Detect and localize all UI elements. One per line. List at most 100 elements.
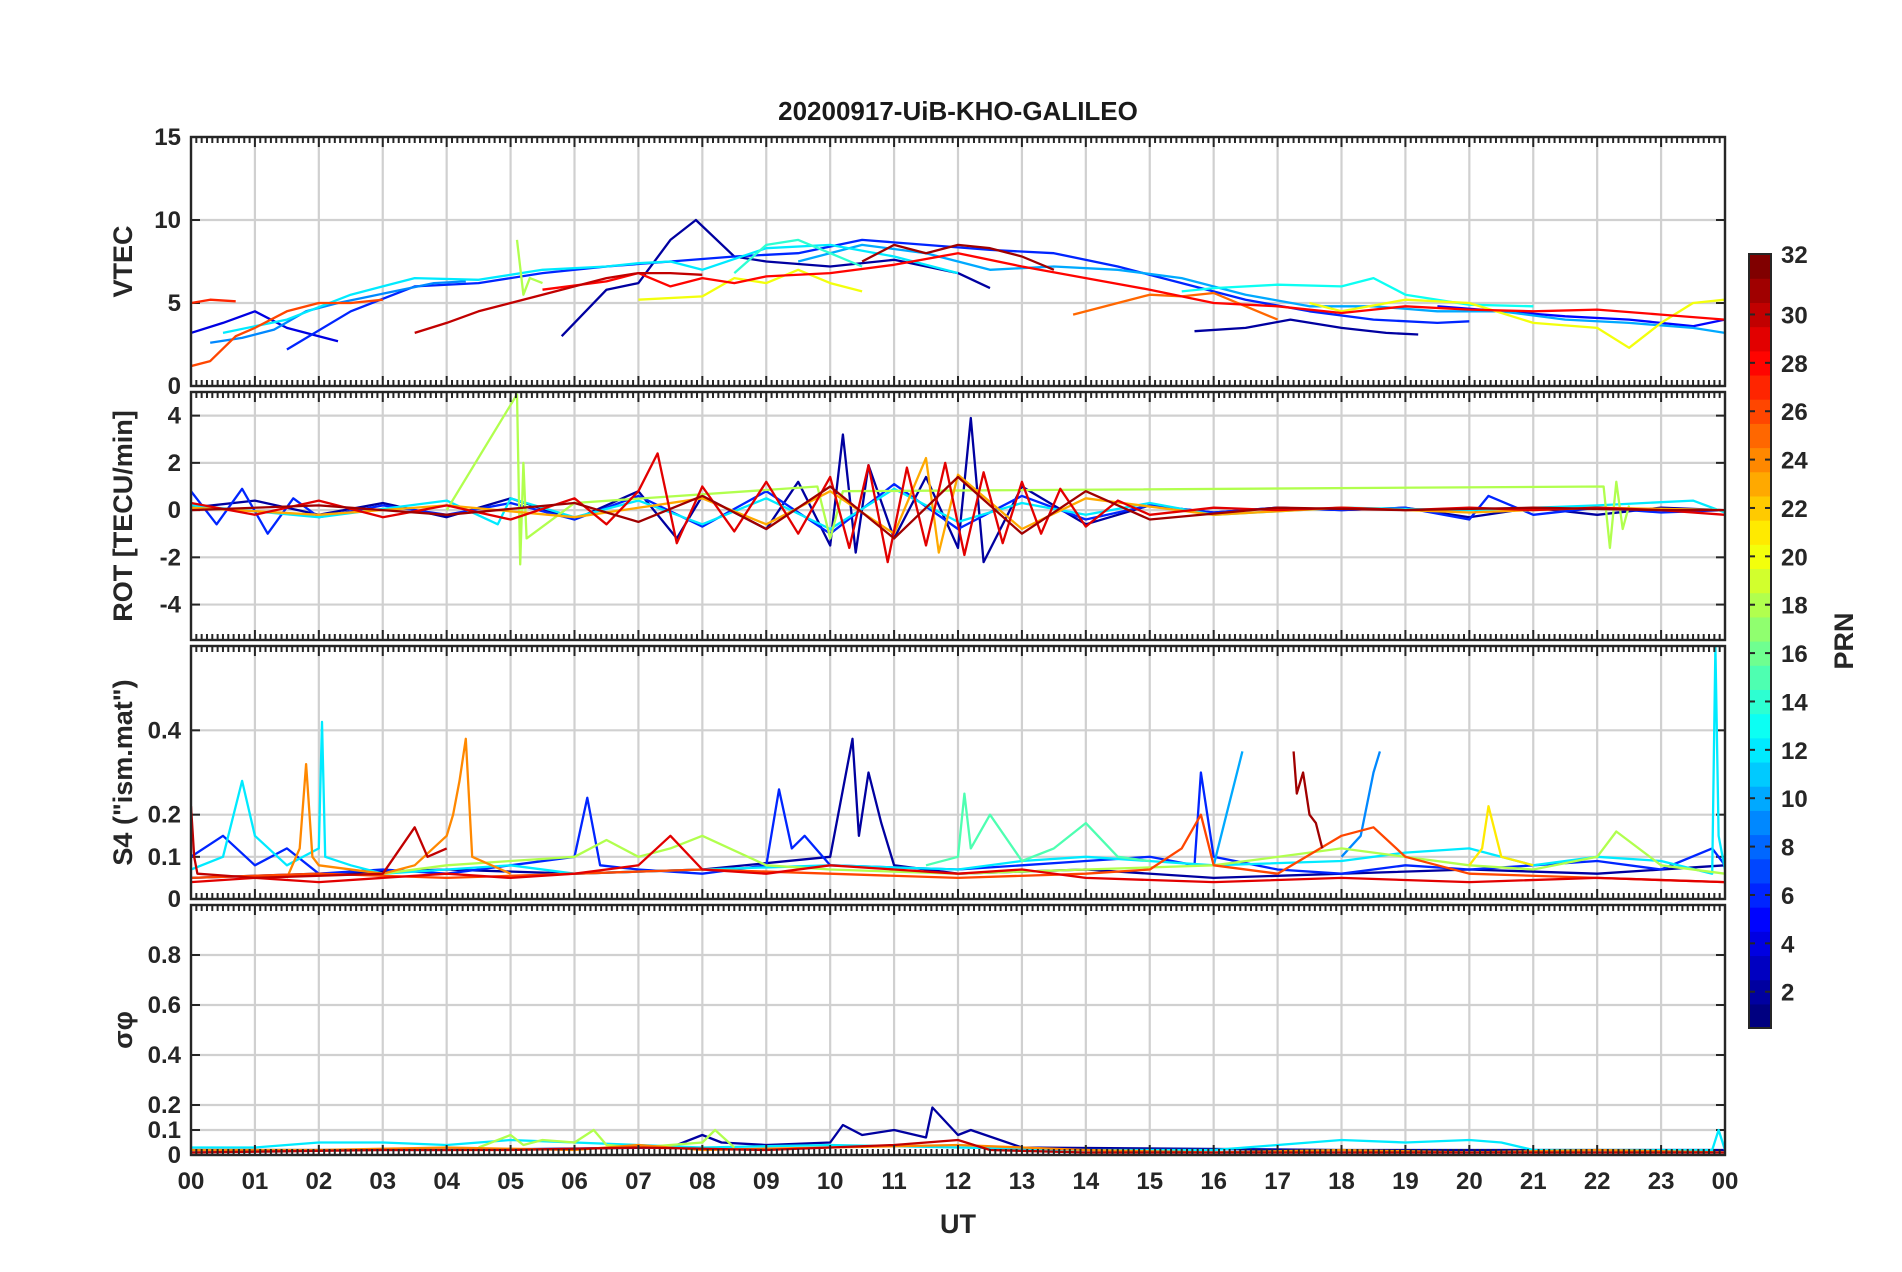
y-tick-label: 0.8 xyxy=(148,942,181,969)
y-tick-label: 0.4 xyxy=(148,717,182,744)
colorbar-swatch xyxy=(1749,713,1771,739)
x-tick-label: 00 xyxy=(1712,1168,1739,1195)
series-line-prn-6 xyxy=(286,238,1470,351)
x-tick-label: 20 xyxy=(1456,1168,1483,1195)
y-tick-label: 2 xyxy=(168,450,181,477)
colorbar-tick-label: 14 xyxy=(1781,689,1808,716)
colorbar-swatch xyxy=(1749,810,1771,836)
x-tick-label: 01 xyxy=(242,1168,269,1195)
colorbar-swatch xyxy=(1749,882,1771,908)
colorbar-swatch xyxy=(1749,447,1771,473)
colorbar-swatch xyxy=(1749,399,1771,424)
colorbar-tick-label: 26 xyxy=(1781,399,1808,426)
y-tick-label: 4 xyxy=(168,403,182,430)
colorbar-swatch xyxy=(1749,374,1771,400)
series-line-prn-2 xyxy=(191,1106,1725,1152)
colorbar-swatch xyxy=(1749,737,1771,763)
series-line-prn-25 xyxy=(1072,291,1279,321)
x-tick-label: 11 xyxy=(881,1168,906,1195)
colorbar-swatch xyxy=(1749,858,1771,884)
series-line-prn-14 xyxy=(733,238,863,274)
panel-sigma-phi: 00.10.2 0.4 0.6 0.8 σφ xyxy=(108,903,1727,1169)
x-axis-label: UT xyxy=(940,1209,976,1239)
colorbar-swatch xyxy=(1749,931,1771,957)
colorbar-swatch xyxy=(1749,979,1771,1005)
series-line-prn-12 xyxy=(222,243,959,335)
panel-frame xyxy=(189,903,1727,1157)
x-tick-label: 17 xyxy=(1264,1168,1291,1195)
series-line-prn-10 xyxy=(1212,751,1244,866)
x-axis: 00 01 02 03 04 05 06 07 08 09 10 11 12 13 14 15 16 17 18 19… xyxy=(178,1168,1739,1195)
colorbar-swatch xyxy=(1749,495,1771,521)
x-tick-label: 00 xyxy=(178,1168,205,1195)
panel-frame xyxy=(189,390,1727,642)
colorbar-swatch xyxy=(1749,278,1771,303)
colorbar-tick-label: 12 xyxy=(1781,738,1808,765)
series-line-prn-18 xyxy=(445,393,1631,566)
series-line-prn-15 xyxy=(925,792,1150,867)
x-tick-label: 09 xyxy=(753,1168,780,1195)
colorbar-swatch xyxy=(1749,1003,1771,1029)
y-axis-label: S4 ("ism.mat") xyxy=(108,679,138,865)
colorbar-swatch xyxy=(1749,520,1771,545)
colorbar-tick-label: 18 xyxy=(1781,593,1808,620)
colorbar-tick-label: 22 xyxy=(1781,496,1808,523)
series-line-prn-20 xyxy=(1309,298,1725,349)
y-tick-label: 0.6 xyxy=(148,992,181,1019)
colorbar-tick-label: 8 xyxy=(1781,835,1794,862)
panel-s4: 0 0.1 0.2 0.4 S4 ("ism.mat") xyxy=(108,644,1727,913)
colorbar-swatch xyxy=(1749,471,1771,497)
colorbar-swatch xyxy=(1749,786,1771,811)
chart-title: 20200917-UiB-KHO-GALILEO xyxy=(778,96,1138,126)
series-line-prn-2 xyxy=(191,737,1725,880)
panel-vtec: 0 5 10 15 VTEC xyxy=(108,124,1727,400)
colorbar-swatch xyxy=(1749,761,1771,787)
x-tick-label: 13 xyxy=(1009,1168,1036,1195)
series-line-prn-31 xyxy=(1292,751,1324,849)
colorbar-tick-label: 30 xyxy=(1781,302,1808,329)
series-line-prn-29 xyxy=(191,834,1725,884)
x-tick-label: 21 xyxy=(1520,1168,1547,1195)
panel-frame xyxy=(189,644,1727,901)
x-tick-label: 06 xyxy=(561,1168,588,1195)
y-tick-label: 0 xyxy=(168,886,181,913)
colorbar-swatch xyxy=(1749,254,1771,279)
x-tick-label: 16 xyxy=(1200,1168,1227,1195)
x-tick-label: 15 xyxy=(1136,1168,1163,1195)
colorbar-tick-label: 10 xyxy=(1781,786,1808,813)
x-tick-label: 03 xyxy=(369,1168,396,1195)
series-line-prn-31 xyxy=(861,243,1055,271)
colorbar-tick-label: 32 xyxy=(1781,242,1808,269)
colorbar-tick-label: 6 xyxy=(1781,883,1794,910)
x-tick-label: 10 xyxy=(817,1168,844,1195)
colorbar-frame xyxy=(1748,253,1772,1029)
series-line-prn-4 xyxy=(191,310,339,343)
y-tick-label: -4 xyxy=(160,592,182,619)
colorbar-tick-label: 16 xyxy=(1781,641,1808,668)
x-tick-label: 12 xyxy=(945,1168,972,1195)
colorbar-swatch xyxy=(1749,326,1771,352)
series-group xyxy=(191,646,1725,884)
y-tick-label: 0.1 xyxy=(148,1117,181,1144)
y-tick-label: -2 xyxy=(160,544,181,571)
series-line-prn-26 xyxy=(191,298,383,368)
panel-frame xyxy=(189,135,1727,388)
series-line-prn-9 xyxy=(210,280,466,344)
colorbar-swatch xyxy=(1749,544,1771,570)
colorbar-tick-label: 24 xyxy=(1781,448,1808,475)
series-line-prn-28 xyxy=(542,252,1725,321)
colorbar-swatch xyxy=(1749,641,1771,666)
series-line-prn-21 xyxy=(1468,805,1534,867)
colorbar-tick-label: 28 xyxy=(1781,351,1808,378)
colorbar-label: PRN xyxy=(1829,612,1859,669)
x-tick-label: 04 xyxy=(433,1168,460,1195)
y-axis-label: σφ xyxy=(108,1011,138,1049)
series-line-prn-20 xyxy=(638,268,863,301)
y-tick-label: 15 xyxy=(154,124,181,151)
colorbar-swatch xyxy=(1749,423,1771,449)
x-tick-label: 02 xyxy=(305,1168,332,1195)
series-line-prn-9 xyxy=(1340,751,1382,858)
x-tick-label: 19 xyxy=(1392,1168,1419,1195)
